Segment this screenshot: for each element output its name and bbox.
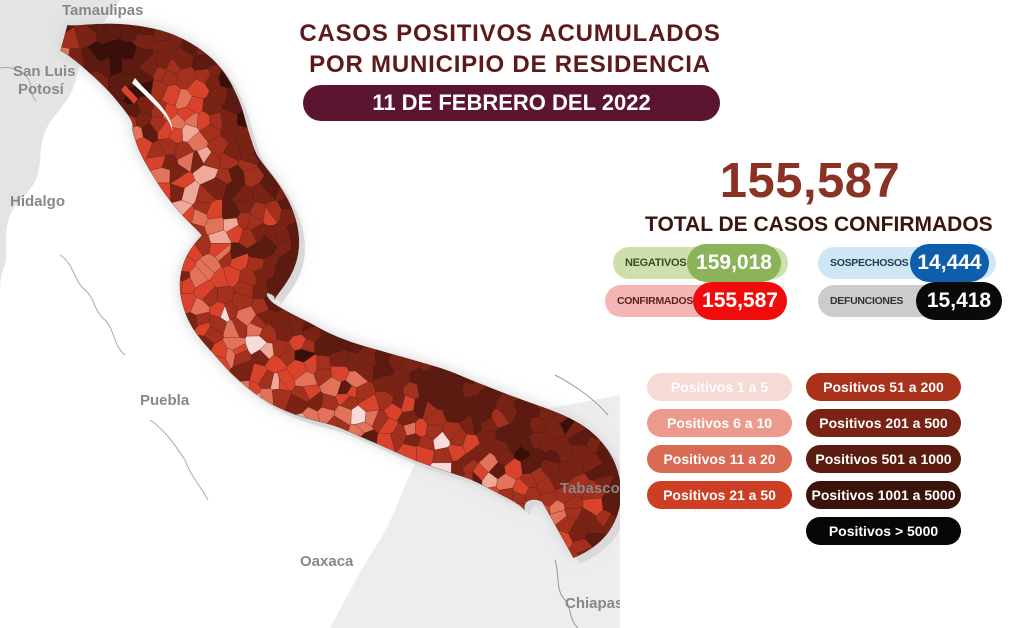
svg-text:Hidalgo: Hidalgo — [10, 193, 65, 210]
svg-text:Chiapas: Chiapas — [565, 595, 620, 612]
svg-text:Oaxaca: Oaxaca — [300, 553, 354, 570]
svg-text:Tabasco: Tabasco — [560, 480, 620, 497]
svg-text:Tamaulipas: Tamaulipas — [62, 2, 143, 19]
svg-text:Puebla: Puebla — [140, 392, 190, 409]
svg-text:Potosí: Potosí — [18, 81, 65, 98]
svg-text:San Luis: San Luis — [13, 63, 76, 80]
